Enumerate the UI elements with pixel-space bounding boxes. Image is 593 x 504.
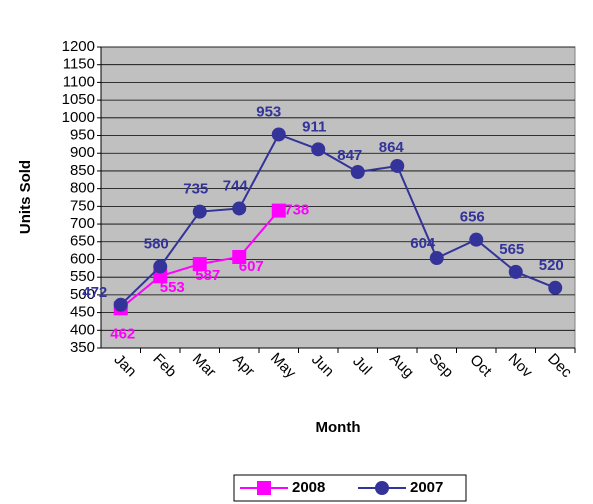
point <box>311 142 326 157</box>
x-tick-label: May <box>267 350 299 382</box>
legend-label: 2007 <box>410 479 443 496</box>
x-tick-label: Dec <box>544 350 575 381</box>
x-tick-label: Oct <box>466 351 495 380</box>
y-tick-label: 1050 <box>62 91 95 108</box>
x-tick-label: Aug <box>386 350 417 381</box>
y-tick-label: 600 <box>70 250 95 267</box>
y-tick-label: 500 <box>70 286 95 303</box>
plot-area <box>100 46 576 349</box>
y-tick-label: 750 <box>70 197 95 214</box>
legend-marker <box>257 481 271 495</box>
point <box>508 264 523 279</box>
x-tick-label: Jul <box>349 353 375 379</box>
point <box>548 280 563 295</box>
series-line <box>120 133 556 306</box>
y-tick-label: 400 <box>70 321 95 338</box>
point <box>271 203 286 218</box>
y-tick-label: 800 <box>70 180 95 197</box>
x-tick-label: Apr <box>229 351 258 380</box>
y-tick-label: 1100 <box>63 73 95 90</box>
data-label: 744 <box>223 177 249 194</box>
x-tick-label: Mar <box>189 350 219 380</box>
x-axis-label: Month <box>316 419 361 436</box>
x-tick-label: Jun <box>308 351 337 380</box>
y-tick-label: 700 <box>70 215 95 232</box>
point <box>153 259 168 274</box>
point <box>271 127 286 142</box>
point <box>192 204 207 219</box>
data-label: 738 <box>284 202 309 219</box>
y-tick-label: 450 <box>70 304 95 321</box>
data-label: 580 <box>144 236 169 253</box>
y-tick-label: 900 <box>70 144 95 161</box>
data-label: 604 <box>410 235 436 252</box>
point <box>429 251 444 266</box>
y-tick-label: 1150 <box>63 56 95 73</box>
data-label: 864 <box>379 139 405 156</box>
y-tick-label: 650 <box>70 233 95 250</box>
y-tick-label: 1200 <box>62 38 95 55</box>
y-tick-label: 1000 <box>62 109 95 126</box>
point <box>192 257 207 272</box>
y-axis-label: Units Sold <box>17 160 34 234</box>
point <box>232 249 247 264</box>
data-label: 735 <box>183 181 208 198</box>
data-label: 565 <box>499 241 524 258</box>
data-label: 953 <box>256 103 281 120</box>
y-tick-label: 350 <box>70 339 95 356</box>
data-label: 607 <box>239 258 264 275</box>
y-tick-label: 850 <box>70 162 95 179</box>
data-label: 911 <box>302 118 326 135</box>
legend-marker <box>375 481 389 495</box>
data-label: 587 <box>195 267 220 284</box>
data-label: 472 <box>82 284 107 301</box>
x-tick-label: Sep <box>426 350 457 381</box>
data-label: 520 <box>539 257 564 274</box>
point <box>113 297 128 312</box>
point <box>232 201 247 216</box>
x-tick-label: Jan <box>111 351 140 380</box>
point <box>350 165 365 180</box>
data-label: 462 <box>110 325 135 342</box>
data-label: 553 <box>160 279 185 296</box>
point <box>469 232 484 247</box>
data-label: 656 <box>460 209 485 226</box>
legend-label: 2008 <box>292 479 325 496</box>
x-tick-label: Feb <box>149 350 179 380</box>
y-tick-label: 550 <box>70 268 95 285</box>
point <box>390 158 405 173</box>
data-label: 847 <box>337 147 362 164</box>
x-tick-label: Nov <box>505 350 536 381</box>
y-tick-label: 950 <box>70 126 95 143</box>
